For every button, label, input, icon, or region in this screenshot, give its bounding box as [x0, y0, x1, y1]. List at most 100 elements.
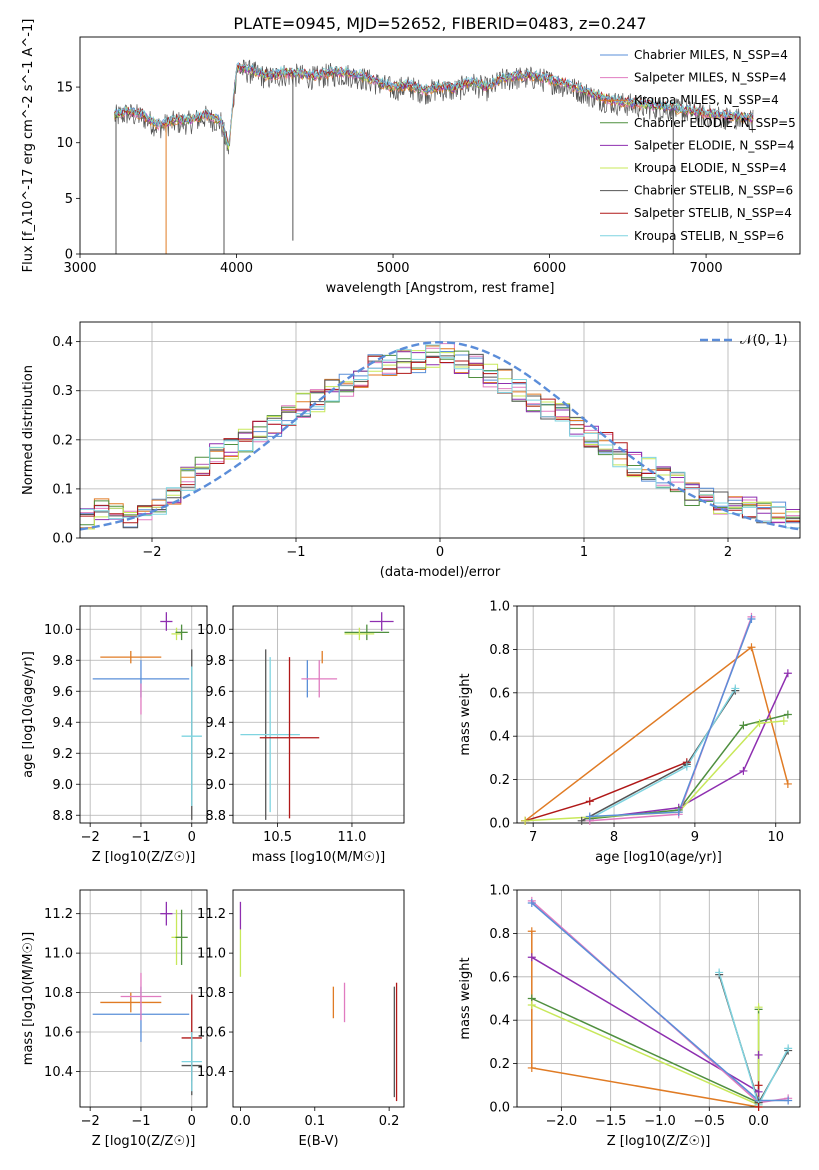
x-tick-label: 7 — [529, 830, 537, 845]
y-tick-label: 9.0 — [52, 778, 73, 793]
y-tick-label: 10.6 — [197, 1026, 226, 1041]
weight-marker — [754, 1081, 763, 1090]
weight-marker — [521, 816, 530, 825]
chart-age_vs_Z: −2 −1 0 8.8 9.0 9.2 9.4 9.6 9.8 10.0 Z [log10(Z/Z☉… — [21, 605, 208, 865]
y-axis-label: mass weight — [458, 957, 473, 1039]
weight-marker — [585, 797, 594, 806]
legend-label: Kroupa STELIB, N_SSP=6 — [634, 229, 784, 243]
chart-mass_vs_Z: −2 −1 0 10.4 10.6 10.8 11.0 11.2 Z [log10(Z/Z☉)]… — [21, 889, 208, 1149]
weight-marker — [747, 643, 756, 652]
weight-marker — [527, 953, 536, 962]
x-axis-label: (data-model)/error — [380, 565, 501, 580]
x-axis-label: wavelength [Angstrom, rest frame] — [326, 281, 555, 296]
plot-area — [80, 322, 800, 538]
chart-weight_vs_age: 7 8 9 10 0.0 0.2 0.4 0.6 0.8 1.0 age [log10(age/yr… — [458, 600, 801, 865]
weight-line — [524, 645, 789, 822]
weight-line — [581, 690, 736, 822]
y-tick-label: 0.8 — [489, 927, 510, 942]
plot-area — [239, 901, 398, 1102]
x-tick-label: 7000 — [690, 261, 723, 276]
plot-area — [517, 890, 800, 1107]
y-tick-label: 9.4 — [205, 716, 226, 731]
x-tick-label: 10 — [767, 830, 784, 845]
x-axis-label: E(B-V) — [298, 1134, 338, 1149]
weight-marker — [682, 762, 691, 771]
y-tick-label: 11.2 — [197, 907, 226, 922]
x-tick-label: 3000 — [63, 261, 96, 276]
y-tick-label: 0.0 — [489, 817, 510, 832]
axes-frame — [79, 889, 208, 1108]
x-tick-label: −1.0 — [644, 1114, 676, 1129]
y-tick-label: 10 — [56, 136, 73, 151]
x-tick-label: 1 — [580, 545, 588, 560]
y-tick-label: 0.2 — [489, 1057, 510, 1072]
spectrum-salpeter_stelib — [114, 62, 754, 145]
x-tick-label: 0 — [188, 830, 196, 845]
y-tick-label: 11.2 — [44, 907, 73, 922]
y-tick-label: 0.0 — [52, 532, 73, 547]
legend-label: Kroupa ELODIE, N_SSP=4 — [634, 161, 787, 175]
x-axis-label: age [log10(age/yr)] — [595, 850, 722, 865]
x-axis-label: Z [log10(Z/Z☉)] — [92, 1134, 196, 1149]
y-tick-label: 9.2 — [52, 747, 73, 762]
axes-frame — [79, 36, 801, 255]
x-tick-label: −2 — [142, 545, 161, 560]
weight-line — [718, 974, 789, 1105]
y-tick-label: 11.0 — [197, 947, 226, 962]
x-tick-label: −1 — [286, 545, 305, 560]
plot-area — [80, 606, 207, 823]
y-tick-label: 11.0 — [44, 947, 73, 962]
weight-marker — [527, 927, 536, 936]
y-tick-label: 5 — [65, 192, 73, 207]
legend-label: Salpeter STELIB, N_SSP=4 — [634, 206, 792, 220]
chart-weight_vs_Z: −2.0 −1.5 −1.0 −0.5 0.0 0.0 0.2 0.4 0.6 0.8 1.0 Z [… — [458, 884, 801, 1149]
y-tick-label: 1.0 — [489, 884, 510, 899]
weight-line — [531, 931, 759, 1107]
x-tick-label: 6000 — [533, 261, 566, 276]
weight-marker — [577, 816, 586, 825]
y-tick-label: 9.6 — [205, 685, 226, 700]
chart-age_vs_mass: 10.5 11.0 8.8 9.0 9.2 9.4 9.6 9.8 10.0 mass [log1… — [197, 605, 405, 865]
weight-marker — [754, 1050, 763, 1059]
weight-marker — [784, 1044, 793, 1053]
x-tick-label: −2 — [81, 1114, 100, 1129]
weight-marker — [739, 721, 748, 730]
axes-frame — [516, 605, 801, 824]
weight-marker — [747, 615, 756, 624]
axes-frame — [516, 889, 801, 1108]
y-tick-label: 0 — [65, 248, 73, 263]
y-tick-label: 0.6 — [489, 686, 510, 701]
axes-frame — [79, 605, 208, 824]
legend-label: 𝒩(0, 1) — [740, 333, 787, 348]
y-axis-label: Flux [f_λ10^-17 erg cm^-2 s^-1 A^-1] — [21, 19, 36, 273]
weight-marker — [783, 779, 792, 788]
y-tick-label: 0.8 — [489, 643, 510, 658]
y-tick-label: 9.0 — [205, 778, 226, 793]
spectrum-kroupa_stelib — [114, 62, 754, 146]
y-tick-label: 0.4 — [52, 335, 73, 350]
gaussian-curve — [80, 340, 800, 531]
x-tick-label: 10.5 — [263, 830, 292, 845]
x-tick-label: −0.5 — [693, 1114, 725, 1129]
chart-residuals: −2 −1 0 1 2 0.0 0.1 0.2 0.3 0.4 (data-model)/error… — [21, 321, 801, 580]
histogram-kroupa_stelib — [80, 344, 800, 529]
y-tick-label: 9.8 — [205, 654, 226, 669]
y-tick-label: 10.6 — [44, 1026, 73, 1041]
y-tick-label: 0.0 — [489, 1101, 510, 1116]
y-tick-label: 10.4 — [44, 1065, 73, 1080]
x-tick-label: −1 — [131, 1114, 150, 1129]
x-tick-label: 4000 — [220, 261, 253, 276]
chart-spectrum: 3000 4000 5000 6000 7000 0 5 10 15 wavelength [An… — [21, 19, 801, 296]
weight-marker — [783, 669, 792, 678]
histogram-salpeter_stelib — [80, 355, 800, 524]
chart-mass_vs_ebv: 0.0 0.1 0.2 10.4 10.6 10.8 11.0 11.2 E(B-V) — [197, 889, 405, 1149]
x-tick-label: 0 — [188, 1114, 196, 1129]
legend-label: Chabrier MILES, N_SSP=4 — [634, 48, 788, 62]
weight-marker — [783, 710, 792, 719]
plot-area — [80, 890, 207, 1107]
x-tick-label: −2.0 — [546, 1114, 578, 1129]
x-tick-label: 0.2 — [379, 1114, 400, 1129]
y-tick-label: 10.8 — [44, 986, 73, 1001]
x-axis-label: mass [log10(M/M☉)] — [252, 850, 385, 865]
